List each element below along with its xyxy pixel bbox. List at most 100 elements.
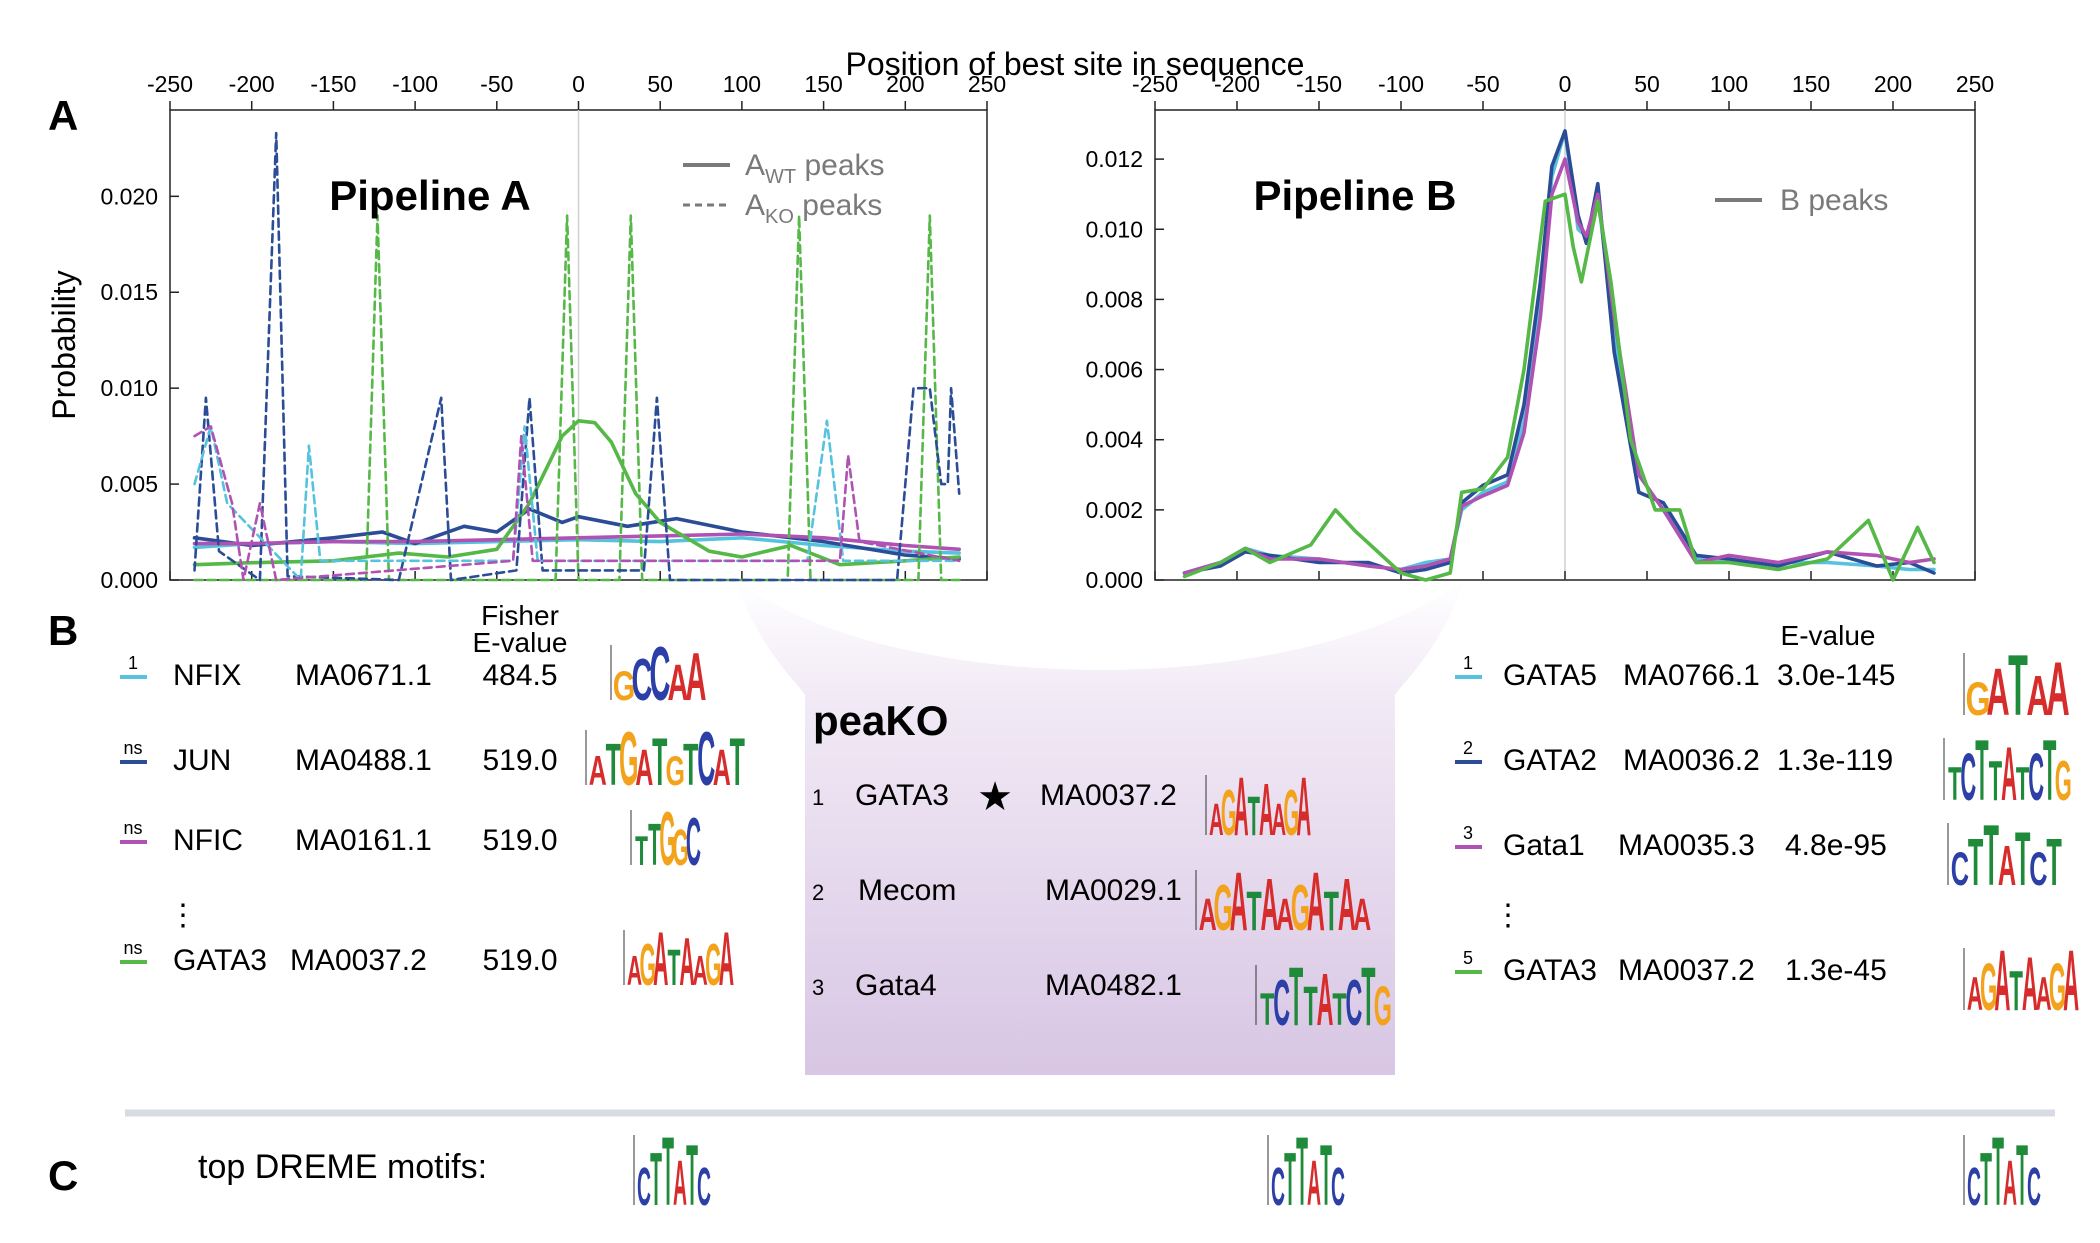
x-tick-label: -150	[1296, 71, 1342, 97]
peako-motif-name: Mecom	[858, 874, 956, 907]
logo-letter: C	[2027, 1157, 2041, 1217]
logo-letter: T	[1324, 881, 1339, 943]
series-line-3	[1182, 192, 1936, 582]
logo-letter: A	[1353, 889, 1371, 940]
fisher-evalue: 519.0	[482, 744, 557, 777]
logo-letter: G	[2049, 950, 2066, 1025]
series-line-5	[193, 131, 961, 582]
series-line-7	[193, 425, 961, 582]
logo-letter: C	[1951, 844, 1969, 896]
x-tick-label: 100	[723, 71, 761, 97]
x-tick-label: 0	[572, 71, 585, 97]
chart-b-title: Pipeline B	[1253, 172, 1456, 219]
logo-letter: T	[1361, 950, 1375, 1043]
logo-letter: G	[1291, 873, 1310, 944]
y-tick-label: 0.000	[1085, 567, 1143, 593]
logo-letter: G	[666, 749, 685, 795]
logo-letter: C	[1345, 968, 1362, 1040]
legend-b-label: B peaks	[1780, 184, 1888, 217]
logo-letter: A	[1261, 863, 1279, 946]
evalue-value: 1.3e-119	[1777, 744, 1893, 777]
logo-letter: T	[1260, 983, 1274, 1035]
y-tick-label: 0.000	[100, 567, 158, 593]
panel-letter-b: B	[48, 607, 78, 654]
logo-letter: A	[1307, 1148, 1321, 1220]
fisher-motif-id: MA0488.1	[295, 744, 432, 777]
peako-star-icon: ★	[977, 775, 1013, 819]
y-tick-label: 0.010	[100, 375, 158, 401]
fisher-evalue: 484.5	[482, 659, 557, 692]
logo-letter: G	[1221, 778, 1237, 850]
logo-letter: T	[2008, 637, 2028, 734]
x-tick-label: -250	[1132, 71, 1178, 97]
x-tick-label: -250	[147, 71, 193, 97]
logo-letter: T	[635, 828, 648, 875]
logo-letter: C	[1967, 1157, 1981, 1217]
logo-letter: T	[1246, 881, 1261, 943]
peako-motif-id: MA0482.1	[1045, 969, 1182, 1002]
evalue-motif-id: MA0036.2	[1623, 744, 1760, 777]
logo-letter: T	[1980, 1137, 1992, 1222]
evalue-row-rank: 1	[1463, 653, 1473, 673]
logo-letter: A	[686, 640, 707, 715]
peako-title: peaKO	[813, 697, 948, 744]
logo-letter: T	[1248, 785, 1260, 847]
logo-letter: A	[1994, 933, 2010, 1029]
x-tick-label: 200	[1874, 71, 1912, 97]
logo-letter: T	[1284, 1137, 1296, 1222]
logo-letter: T	[1975, 723, 1988, 819]
evalue-motif-name: GATA5	[1503, 659, 1597, 692]
x-tick-label: 150	[804, 71, 842, 97]
fisher-row-rank: ns	[123, 738, 142, 758]
fisher-row-rank: ns	[123, 938, 142, 958]
logo-letter: A	[673, 1148, 687, 1220]
legend-ako-label: AKO peaks	[745, 189, 882, 228]
evalue-value: 3.0e-145	[1777, 659, 1895, 692]
logo-letter: A	[1967, 966, 1983, 1020]
chart-a-legend: AWT peaks AKO peaks	[683, 149, 885, 228]
peako-motif-id: MA0029.1	[1045, 874, 1182, 907]
logo-letter: A	[1209, 795, 1224, 845]
logo-letter: C	[686, 804, 701, 880]
chart-a-series	[192, 131, 961, 582]
chart-a-title: Pipeline A	[329, 172, 531, 219]
logo-letter: C	[697, 1157, 711, 1217]
logo-letter: A	[635, 741, 653, 797]
logo-letter: A	[1259, 770, 1274, 852]
logo-letter: C	[637, 1157, 651, 1217]
chart-a-yticks: 0.000 0.005 0.010 0.015 0.020	[100, 183, 179, 593]
x-tick-label: -200	[1214, 71, 1260, 97]
logo-letter: G	[1374, 975, 1392, 1036]
x-tick-label: -50	[480, 71, 513, 97]
legend-awt-label: AWT peaks	[745, 149, 885, 188]
logo-letter: A	[1986, 656, 2009, 730]
logo-letter: A	[1998, 835, 2016, 898]
fisher-header-line1: Fisher	[481, 600, 559, 631]
peako-rank: 2	[812, 880, 824, 905]
logo-letter: G	[1980, 950, 1997, 1025]
logo-letter: T	[652, 724, 667, 800]
x-tick-label: -100	[1378, 71, 1424, 97]
x-tick-label: 0	[1559, 71, 1572, 97]
logo-letter: G	[1213, 873, 1232, 944]
fisher-motif-id: MA0671.1	[295, 659, 432, 692]
fisher-motif-name: NFIC	[173, 824, 243, 857]
logo-letter: C	[1960, 740, 1976, 815]
logo-letter: A	[668, 655, 689, 711]
chart-b-series	[1182, 129, 1936, 582]
evalue-motif-name: Gata1	[1503, 829, 1585, 862]
logo-letter: C	[697, 718, 715, 803]
logo-letter: T	[1303, 975, 1317, 1036]
logo-letter: A	[1199, 889, 1217, 940]
x-tick-label: 50	[1634, 71, 1660, 97]
